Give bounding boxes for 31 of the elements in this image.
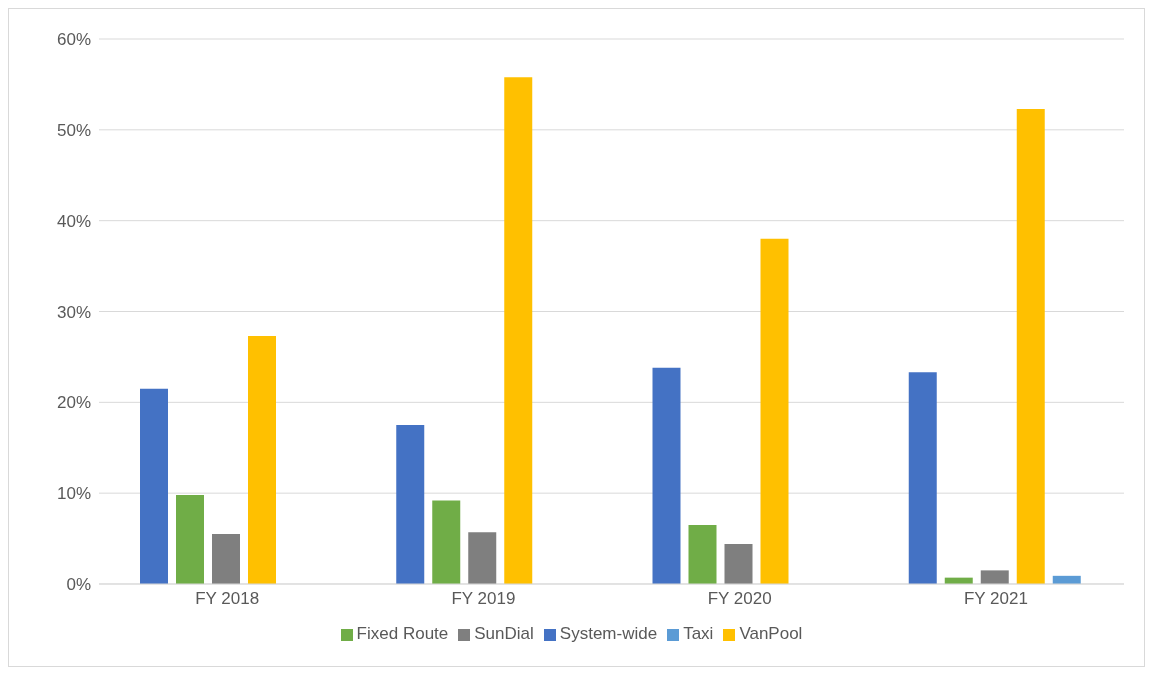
bar bbox=[176, 494, 204, 584]
bar bbox=[980, 570, 1009, 584]
y-tick-label: 30% bbox=[56, 302, 91, 322]
x-tick-label: FY 2020 bbox=[707, 589, 772, 609]
bar bbox=[652, 367, 681, 584]
y-tick-label: 60% bbox=[56, 30, 91, 50]
y-tick-label: 0% bbox=[66, 575, 91, 595]
bar bbox=[212, 534, 240, 584]
bar bbox=[248, 336, 276, 584]
bar bbox=[760, 238, 789, 584]
legend-label: VanPool bbox=[739, 624, 803, 643]
bar bbox=[468, 532, 497, 584]
y-tick-label: 50% bbox=[56, 120, 91, 140]
legend-label: SunDial bbox=[474, 624, 534, 643]
x-tick-label: FY 2019 bbox=[451, 589, 516, 609]
bar bbox=[724, 544, 753, 584]
x-tick-label: FY 2018 bbox=[195, 589, 260, 609]
legend-label: System-wide bbox=[559, 624, 658, 643]
bar bbox=[396, 425, 425, 584]
bar bbox=[1016, 108, 1045, 584]
legend-label: Fixed Route bbox=[356, 624, 449, 643]
x-tick-label: FY 2021 bbox=[963, 589, 1028, 609]
y-tick-label: 40% bbox=[56, 211, 91, 231]
bar bbox=[432, 500, 461, 584]
bar bbox=[908, 372, 937, 584]
bar bbox=[140, 388, 168, 584]
y-tick-label: 10% bbox=[56, 484, 91, 504]
legend-label: Taxi bbox=[683, 624, 714, 643]
bar bbox=[688, 524, 717, 584]
y-tick-label: 20% bbox=[56, 393, 91, 413]
bar bbox=[504, 77, 533, 584]
